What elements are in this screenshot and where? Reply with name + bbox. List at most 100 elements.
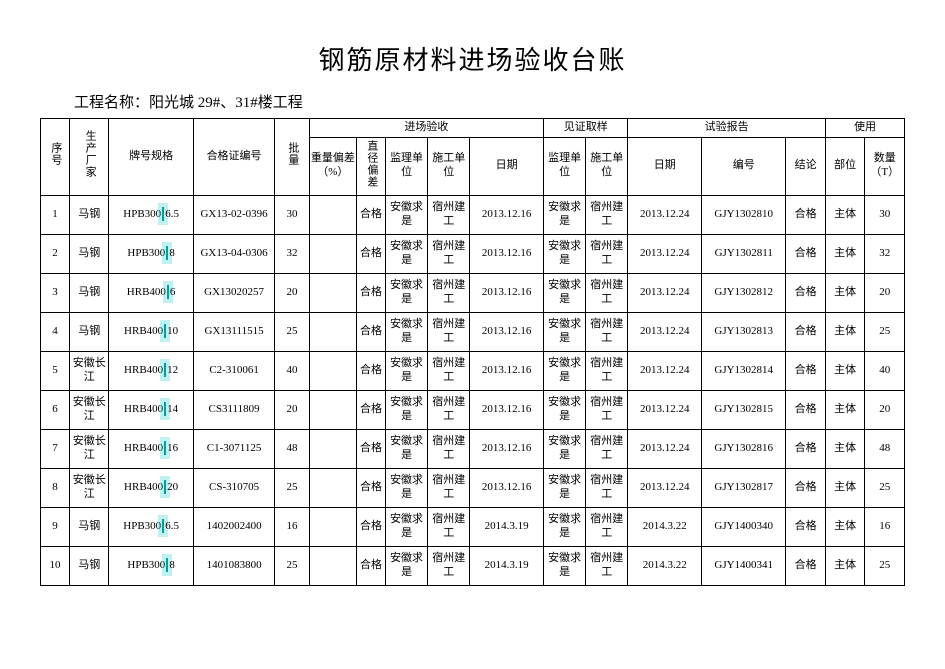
cell-r-result: 合格 [786,546,826,585]
cell-supervisor: 安徽求是 [386,312,428,351]
col-dia-dev: 直径偏差 [357,137,386,195]
cell-dia-dev: 合格 [357,429,386,468]
cell-u-part: 主体 [825,195,865,234]
cell-w-contractor: 宿州建工 [586,429,628,468]
cell-contractor: 宿州建工 [428,195,470,234]
cell-contractor: 宿州建工 [428,234,470,273]
cell-dia-dev: 合格 [357,351,386,390]
cell-date: 2013.12.16 [470,468,544,507]
cell-contractor: 宿州建工 [428,273,470,312]
cell-supervisor: 安徽求是 [386,351,428,390]
cell-u-part: 主体 [825,468,865,507]
cell-w-contractor: 宿州建工 [586,468,628,507]
cell-u-qty: 30 [865,195,905,234]
col-group-incoming: 进场验收 [309,119,543,138]
project-name: 阳光城 29#、31#楼工程 [149,95,303,111]
cell-contractor: 宿州建工 [428,390,470,429]
spec-dia: 8 [169,247,175,259]
text-cursor-icon [164,480,166,494]
cell-spec: HRB40014 [109,390,193,429]
cell-dia-dev: 合格 [357,234,386,273]
cell-w-supervisor: 安徽求是 [544,546,586,585]
page-title: 钢筋原材料进场验收台账 [40,40,905,77]
cell-contractor: 宿州建工 [428,312,470,351]
spec-grade: HRB400 [124,403,163,415]
cell-mfr: 马钢 [69,195,109,234]
text-cursor-icon [162,519,164,533]
cell-cert: GX13-02-0396 [193,195,275,234]
col-date: 日期 [470,137,544,195]
cell-r-result: 合格 [786,390,826,429]
cell-batch: 30 [275,195,309,234]
text-cursor-icon [164,441,166,455]
cell-dia-dev: 合格 [357,468,386,507]
cell-dia-dev: 合格 [357,195,386,234]
cell-cert: 1402002400 [193,507,275,546]
cell-weight-dev [309,195,356,234]
cell-contractor: 宿州建工 [428,351,470,390]
cell-w-contractor: 宿州建工 [586,546,628,585]
project-line: 工程名称：阳光城 29#、31#楼工程 [74,91,905,112]
spec-dia: 8 [169,559,175,571]
cell-batch: 40 [275,351,309,390]
cell-seq: 7 [41,429,70,468]
cell-u-qty: 20 [865,390,905,429]
cell-r-result: 合格 [786,273,826,312]
cell-weight-dev [309,429,356,468]
cell-u-part: 主体 [825,546,865,585]
cell-supervisor: 安徽求是 [386,429,428,468]
cell-r-date: 2013.12.24 [628,195,702,234]
cell-spec: HPB3008 [109,234,193,273]
cell-u-part: 主体 [825,273,865,312]
cell-date: 2013.12.16 [470,234,544,273]
cell-seq: 9 [41,507,70,546]
table-header: 序号 生产厂家 牌号规格 合格证编号 批量 进场验收 见证取样 试验报告 使用 … [41,119,905,196]
cell-date: 2013.12.16 [470,195,544,234]
col-weight-dev: 重量偏差（%） [309,137,356,195]
cell-w-contractor: 宿州建工 [586,351,628,390]
spec-dia: 6.5 [165,520,179,532]
cell-dia-dev: 合格 [357,312,386,351]
cell-cert: GX13020257 [193,273,275,312]
text-cursor-icon [162,207,164,221]
spec-dia: 6.5 [165,208,179,220]
cell-w-supervisor: 安徽求是 [544,312,586,351]
cell-r-no: GJY1302810 [702,195,786,234]
cell-w-contractor: 宿州建工 [586,507,628,546]
cell-date: 2013.12.16 [470,390,544,429]
cell-cert: CS3111809 [193,390,275,429]
cell-spec: HRB40010 [109,312,193,351]
cell-cert: C1-3071125 [193,429,275,468]
text-cursor-icon [167,285,169,299]
cell-u-part: 主体 [825,234,865,273]
cell-u-part: 主体 [825,507,865,546]
spec-grade: HRB400 [124,364,163,376]
cell-dia-dev: 合格 [357,273,386,312]
table-row: 9马钢HPB3006.5140200240016合格安徽求是宿州建工2014.3… [41,507,905,546]
cell-w-contractor: 宿州建工 [586,273,628,312]
cell-cert: CS-310705 [193,468,275,507]
cell-date: 2014.3.19 [470,546,544,585]
cell-u-qty: 48 [865,429,905,468]
cell-r-no: GJY1302814 [702,351,786,390]
cell-date: 2013.12.16 [470,273,544,312]
cell-r-no: GJY1302813 [702,312,786,351]
cell-weight-dev [309,351,356,390]
cell-w-supervisor: 安徽求是 [544,429,586,468]
cell-u-qty: 40 [865,351,905,390]
cell-r-no: GJY1400340 [702,507,786,546]
cell-supervisor: 安徽求是 [386,273,428,312]
spec-dia: 10 [167,325,178,337]
text-cursor-icon [166,558,168,572]
cell-weight-dev [309,468,356,507]
cell-r-result: 合格 [786,312,826,351]
cell-cert: 1401083800 [193,546,275,585]
col-r-result: 结论 [786,137,826,195]
col-group-report: 试验报告 [628,119,826,138]
cell-dia-dev: 合格 [357,390,386,429]
cell-batch: 16 [275,507,309,546]
cell-mfr: 安徽长江 [69,390,109,429]
cell-supervisor: 安徽求是 [386,234,428,273]
cell-spec: HRB40016 [109,429,193,468]
cell-batch: 25 [275,468,309,507]
